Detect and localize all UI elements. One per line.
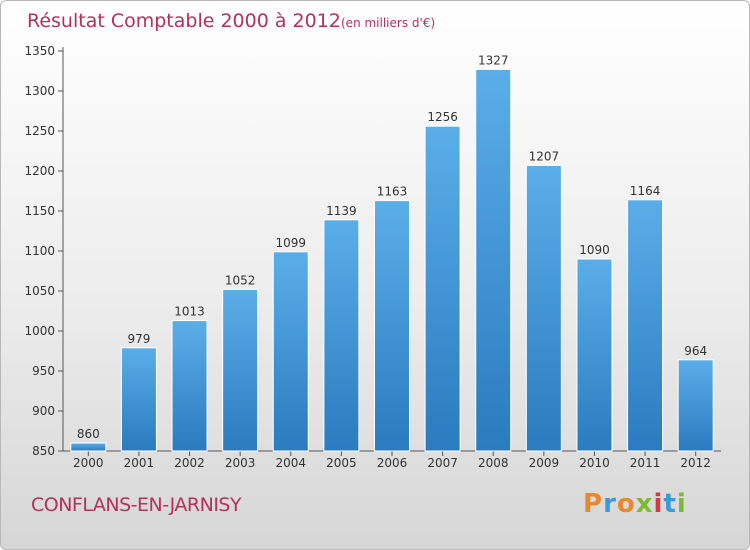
logo-letter: o — [616, 489, 636, 519]
commune-name: CONFLANS-EN-JARNISY — [31, 494, 242, 516]
data-label-2000: 860 — [77, 427, 100, 441]
bar-2003 — [222, 288, 259, 452]
data-label-2011: 1164 — [630, 184, 661, 198]
x-tick-label-2006: 2006 — [377, 456, 408, 470]
proxiti-logo: Proxiti — [583, 489, 687, 519]
bar-2004 — [272, 251, 309, 452]
bar-2009 — [525, 164, 562, 452]
data-label-2010: 1090 — [579, 243, 610, 257]
bar-2005 — [323, 219, 360, 452]
data-label-2006: 1163 — [377, 185, 408, 199]
x-tick-label-2000: 2000 — [73, 456, 104, 470]
bar-2001 — [120, 347, 157, 452]
data-label-2004: 1099 — [275, 236, 306, 250]
bar-2012 — [677, 359, 714, 452]
axes: 850 900 950 1000 1050 1100 1150 1200 1250 1300 135… — [24, 44, 721, 470]
bar-2006 — [374, 200, 410, 452]
bars: 860 979 1013 1052 1099 1139 1163 1256 1327 1207 10… — [70, 53, 714, 452]
logo-letter: x — [635, 489, 654, 519]
bar-2007 — [424, 125, 461, 452]
chart-subtitle: (en milliers d'€) — [341, 16, 435, 30]
bar-2000 — [70, 442, 107, 452]
bar-2008 — [475, 68, 512, 452]
data-label-2003: 1052 — [225, 273, 256, 287]
y-tick-label: 850 — [32, 444, 55, 458]
y-tick-label: 1100 — [24, 244, 55, 258]
x-tick-label-2007: 2007 — [427, 456, 458, 470]
data-label-2005: 1139 — [326, 204, 357, 218]
logo-letter: P — [583, 489, 604, 519]
x-tick-label-2001: 2001 — [124, 456, 155, 470]
bar-2002 — [171, 320, 208, 452]
x-tick-label-2008: 2008 — [478, 456, 509, 470]
x-tick-label-2004: 2004 — [275, 456, 306, 470]
data-label-2001: 979 — [127, 332, 150, 346]
data-label-2008: 1327 — [478, 53, 509, 67]
logo-letter: r — [603, 489, 617, 519]
y-tick-label: 1000 — [24, 324, 55, 338]
logo-letter: t — [663, 489, 677, 519]
data-label-2002: 1013 — [174, 305, 205, 319]
y-tick-label: 1150 — [24, 204, 55, 218]
y-tick-label: 900 — [32, 404, 55, 418]
logo-letter: i — [676, 489, 687, 519]
data-label-2012: 964 — [684, 344, 707, 358]
x-tick-label-2009: 2009 — [529, 456, 560, 470]
x-tick-label-2002: 2002 — [174, 456, 205, 470]
chart-title: Résultat Comptable 2000 à 2012 — [27, 10, 341, 32]
logo-letter: i — [653, 489, 664, 519]
y-tick-label: 1300 — [24, 84, 55, 98]
bar-2010 — [576, 258, 613, 452]
y-tick-label: 1250 — [24, 124, 55, 138]
y-tick-label: 950 — [32, 364, 55, 378]
y-tick-label: 1350 — [24, 44, 55, 58]
bar-2011 — [627, 199, 664, 452]
x-tick-label-2005: 2005 — [326, 456, 357, 470]
x-tick-label-2012: 2012 — [680, 456, 711, 470]
y-tick-label: 1200 — [24, 164, 55, 178]
y-tick-label: 1050 — [24, 284, 55, 298]
data-label-2007: 1256 — [427, 110, 458, 124]
x-tick-label-2003: 2003 — [225, 456, 256, 470]
x-tick-label-2010: 2010 — [579, 456, 610, 470]
x-tick-label-2011: 2011 — [630, 456, 661, 470]
data-label-2009: 1207 — [529, 149, 560, 163]
